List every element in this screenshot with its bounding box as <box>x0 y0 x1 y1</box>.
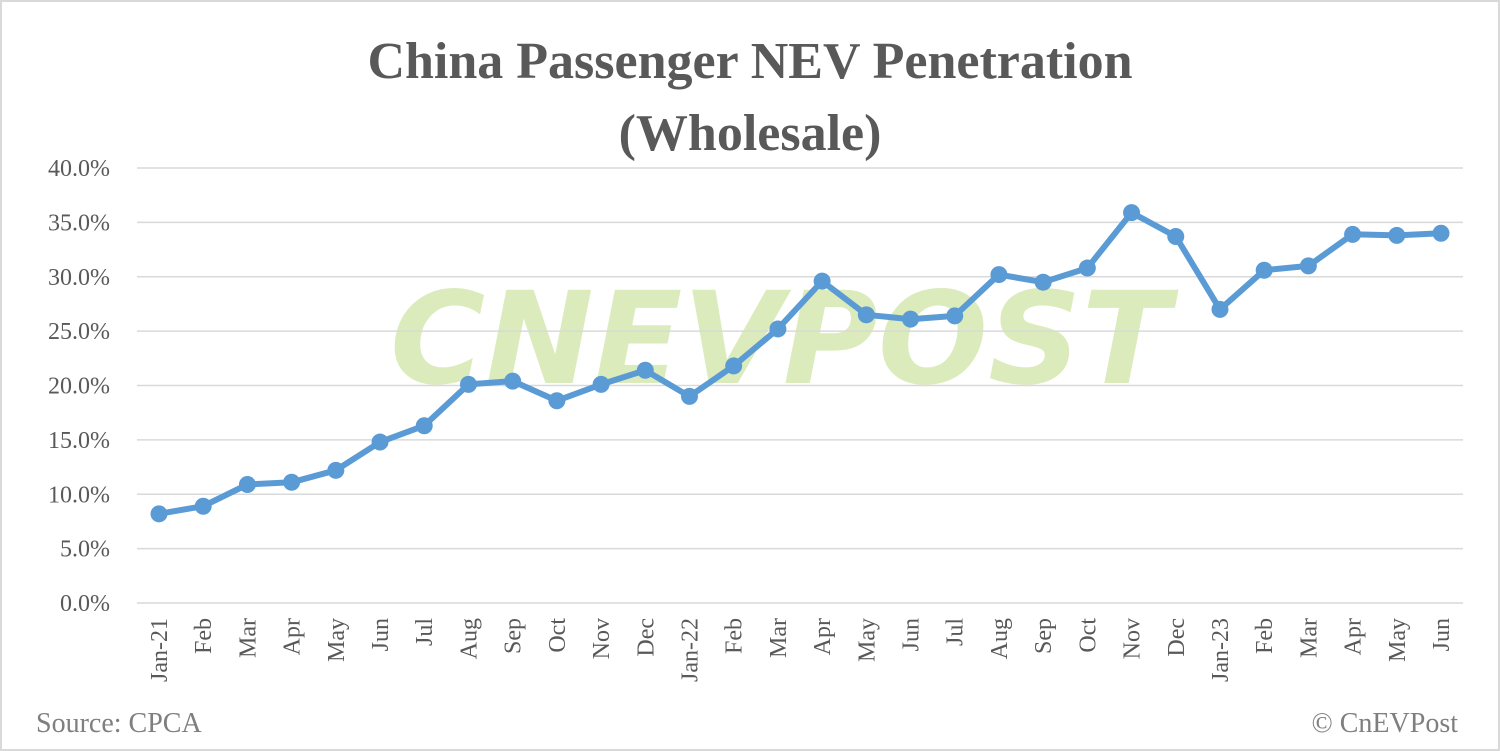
data-point-marker <box>238 475 256 493</box>
x-tick-label: Feb <box>722 618 748 654</box>
data-point-marker <box>769 320 787 338</box>
y-axis-ticks: 0.0% 5.0% 10.0% 15.0% 20.0% 25.0% 30.0% 35.0% 40… <box>48 156 110 617</box>
x-tick-label: May <box>324 618 350 662</box>
data-point-marker <box>592 375 610 393</box>
x-tick-label: Apr <box>810 618 836 655</box>
x-tick-label: Jul <box>943 618 969 646</box>
x-tick-label: Apr <box>280 618 306 655</box>
chart-title: China Passenger NEV Penetration <box>367 33 1133 90</box>
data-point-marker <box>1344 225 1362 243</box>
x-tick-label: Jun <box>899 618 925 651</box>
copyright-note: © CnEVPost <box>1311 708 1458 739</box>
y-tick-label: 5.0% <box>60 537 110 563</box>
y-tick-label: 35.0% <box>48 210 110 236</box>
x-tick-label: Jul <box>412 618 438 646</box>
x-tick-label: Jun <box>368 618 394 651</box>
y-tick-label: 20.0% <box>48 374 110 400</box>
y-tick-label: 0.0% <box>60 591 110 617</box>
data-point-marker <box>902 310 920 328</box>
data-point-marker <box>725 357 743 375</box>
y-tick-label: 15.0% <box>48 428 110 454</box>
data-point-marker <box>504 372 522 390</box>
source-note: Source: CPCA <box>36 708 202 739</box>
data-point-marker <box>1167 228 1185 246</box>
x-tick-label: Sep <box>501 618 527 654</box>
data-point-marker <box>680 387 698 405</box>
x-tick-label: Jan-22 <box>677 618 703 682</box>
x-tick-label: Jan-23 <box>1208 618 1234 682</box>
y-tick-label: 40.0% <box>48 156 110 182</box>
data-point-marker <box>1299 257 1317 275</box>
data-point-marker <box>415 417 433 435</box>
x-tick-label: May <box>1385 618 1411 662</box>
y-tick-label: 30.0% <box>48 265 110 291</box>
x-tick-label: Sep <box>1031 618 1057 654</box>
x-tick-label: Jun <box>1429 618 1455 651</box>
y-tick-label: 25.0% <box>48 319 110 345</box>
data-point-marker <box>194 497 212 515</box>
x-tick-label: Nov <box>1120 618 1146 659</box>
x-tick-label: Oct <box>1075 618 1101 653</box>
data-point-marker <box>1432 224 1450 242</box>
data-point-marker <box>1388 226 1406 244</box>
data-point-marker <box>1123 204 1141 222</box>
data-point-marker <box>283 473 301 491</box>
x-tick-label: Nov <box>589 618 615 659</box>
data-point-marker <box>1255 261 1273 279</box>
y-tick-label: 10.0% <box>48 482 110 508</box>
x-tick-label: Jan-21 <box>147 618 173 682</box>
x-tick-label: Aug <box>987 618 1013 659</box>
data-point-marker <box>1211 300 1229 318</box>
data-point-marker <box>1078 259 1096 277</box>
series-line <box>158 209 1442 517</box>
x-tick-label: Mar <box>235 618 261 658</box>
data-point-marker <box>459 375 477 393</box>
x-tick-label: Feb <box>1252 618 1278 654</box>
x-tick-label: Feb <box>191 618 217 654</box>
data-point-marker <box>548 392 566 410</box>
data-point-marker <box>636 361 654 379</box>
gridlines <box>137 167 1463 604</box>
x-axis-ticks: Jan-21 Feb Mar Apr May Jun Jul Aug Sep Oct Nov Dec J… <box>147 618 1455 682</box>
data-point-marker <box>857 306 875 324</box>
data-point-marker <box>1034 273 1052 291</box>
data-point-marker <box>946 307 964 325</box>
data-point-marker <box>990 266 1008 284</box>
x-tick-label: Apr <box>1341 618 1367 655</box>
x-tick-label: Aug <box>456 618 482 659</box>
x-tick-label: Dec <box>1164 618 1190 657</box>
x-tick-label: May <box>854 618 880 662</box>
data-point-marker <box>371 433 389 451</box>
data-point-marker <box>150 505 168 523</box>
data-markers <box>150 204 1450 523</box>
x-tick-label: Mar <box>766 618 792 658</box>
data-point-marker <box>813 272 831 290</box>
watermark: CNEVPOST <box>390 265 1179 414</box>
data-point-marker <box>327 461 345 479</box>
x-tick-label: Dec <box>633 618 659 657</box>
x-tick-label: Mar <box>1296 618 1322 658</box>
x-tick-label: Oct <box>545 618 571 653</box>
chart-subtitle: (Wholesale) <box>618 105 882 162</box>
